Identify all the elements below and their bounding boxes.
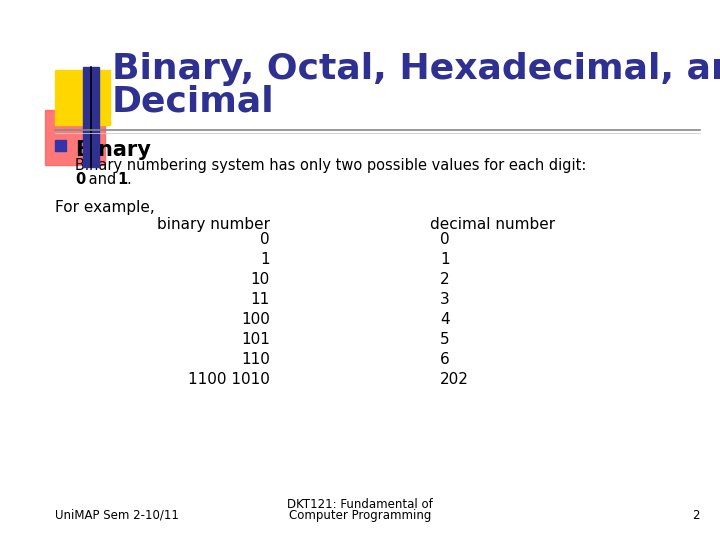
Text: binary number: binary number — [157, 217, 270, 232]
Text: 2: 2 — [693, 509, 700, 522]
Text: 0: 0 — [440, 232, 449, 247]
Text: and: and — [84, 172, 121, 187]
Text: 1: 1 — [117, 172, 127, 187]
Text: Binary numbering system has only two possible values for each digit:: Binary numbering system has only two pos… — [75, 158, 586, 173]
Text: 11: 11 — [251, 292, 270, 307]
Text: 1: 1 — [261, 252, 270, 267]
Text: decimal number: decimal number — [430, 217, 555, 232]
Text: 5: 5 — [440, 332, 449, 347]
Text: 202: 202 — [440, 372, 469, 387]
Bar — [83, 67, 99, 167]
Text: Binary, Octal, Hexadecimal, and: Binary, Octal, Hexadecimal, and — [112, 52, 720, 86]
Text: 6: 6 — [440, 352, 450, 367]
FancyBboxPatch shape — [45, 110, 105, 165]
Text: 110: 110 — [241, 352, 270, 367]
Text: 3: 3 — [440, 292, 450, 307]
Bar — [55, 140, 66, 151]
Text: 100: 100 — [241, 312, 270, 327]
Text: Binary: Binary — [75, 140, 151, 160]
Text: .: . — [126, 172, 131, 187]
Text: Decimal: Decimal — [112, 84, 274, 118]
Text: 4: 4 — [440, 312, 449, 327]
Text: 1100 1010: 1100 1010 — [188, 372, 270, 387]
Text: For example,: For example, — [55, 200, 155, 215]
Text: Computer Programming: Computer Programming — [289, 509, 431, 522]
Bar — [55, 70, 110, 125]
Text: 10: 10 — [251, 272, 270, 287]
Text: DKT121: Fundamental of: DKT121: Fundamental of — [287, 498, 433, 511]
Text: 101: 101 — [241, 332, 270, 347]
Text: UniMAP Sem 2-10/11: UniMAP Sem 2-10/11 — [55, 509, 179, 522]
Text: 0: 0 — [261, 232, 270, 247]
Text: 0: 0 — [75, 172, 85, 187]
Text: 2: 2 — [440, 272, 449, 287]
Text: 1: 1 — [440, 252, 449, 267]
